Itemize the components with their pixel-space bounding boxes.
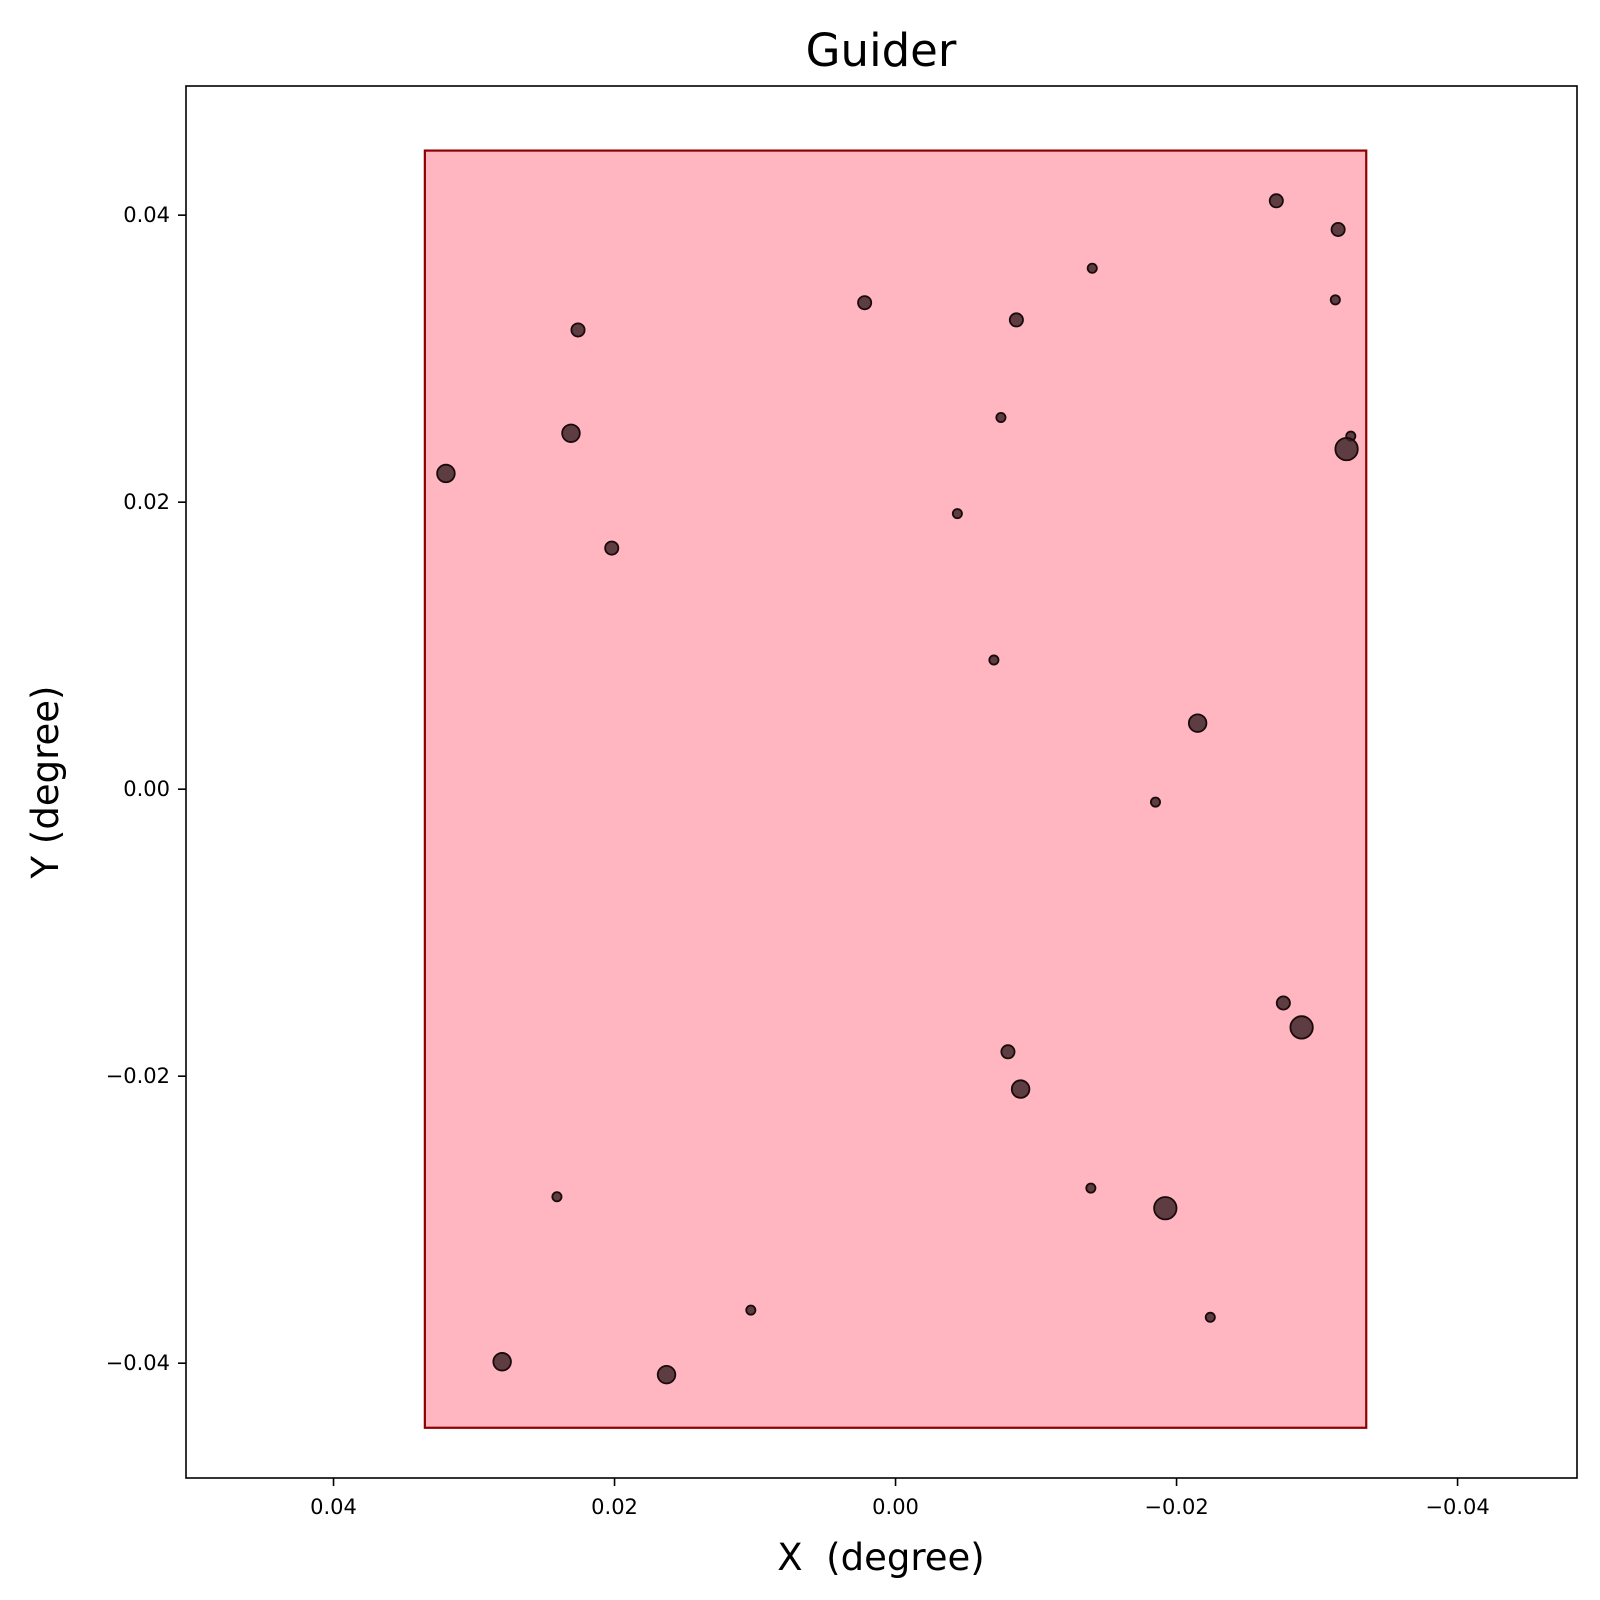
y-tick-label: 0.04 xyxy=(123,203,170,227)
scatter-point xyxy=(1268,193,1284,209)
y-tick-label: −0.02 xyxy=(106,1064,170,1088)
scatter-point xyxy=(857,295,873,311)
scatter-point xyxy=(988,654,1000,666)
scatter-point xyxy=(604,540,620,556)
scatter-point xyxy=(570,322,586,338)
scatter-point xyxy=(1085,1182,1097,1194)
scatter-point xyxy=(1149,796,1161,808)
x-tick-label: −0.02 xyxy=(1144,1495,1208,1519)
scatter-point xyxy=(1329,294,1341,306)
y-tick-label: 0.02 xyxy=(123,490,170,514)
scatter-point xyxy=(745,1304,757,1316)
scatter-point xyxy=(1334,436,1359,462)
scatter-point xyxy=(1289,1015,1314,1040)
guider-region xyxy=(423,149,1368,1429)
scatter-point xyxy=(1086,262,1098,274)
scatter-point xyxy=(1010,1079,1031,1099)
x-axis: 0.04 0.02 0.00 −0.02 −0.04 xyxy=(310,1478,1490,1519)
scatter-point xyxy=(561,423,581,443)
points-layer xyxy=(436,193,1359,1385)
scatter-point xyxy=(1330,222,1346,238)
scatter-point xyxy=(951,508,963,520)
scatter-point xyxy=(1275,995,1291,1011)
y-tick-label: −0.04 xyxy=(106,1351,170,1375)
y-axis-title: Y (degree) xyxy=(24,686,67,880)
scatter-point xyxy=(1187,713,1208,733)
scatter-point xyxy=(1153,1196,1178,1221)
scatter-point xyxy=(551,1191,563,1203)
y-tick-label: 0.00 xyxy=(123,777,170,801)
scatter-point xyxy=(995,411,1007,423)
x-tick-label: −0.04 xyxy=(1425,1495,1489,1519)
x-tick-label: 0.00 xyxy=(872,1495,919,1519)
scatter-point xyxy=(436,463,456,484)
y-axis: 0.04 0.02 0.00 −0.02 −0.04 xyxy=(106,203,186,1375)
plot-frame xyxy=(185,85,1578,1479)
scatter-point xyxy=(1008,312,1024,328)
x-axis-title: X (degree) xyxy=(777,1536,984,1579)
scatter-point xyxy=(1204,1311,1216,1323)
chart-title: Guider xyxy=(806,24,957,77)
x-tick-label: 0.04 xyxy=(310,1495,357,1519)
scatter-point xyxy=(492,1352,512,1372)
scatter-point xyxy=(656,1364,677,1385)
scatter-point xyxy=(1000,1044,1016,1060)
x-tick-label: 0.02 xyxy=(591,1495,638,1519)
